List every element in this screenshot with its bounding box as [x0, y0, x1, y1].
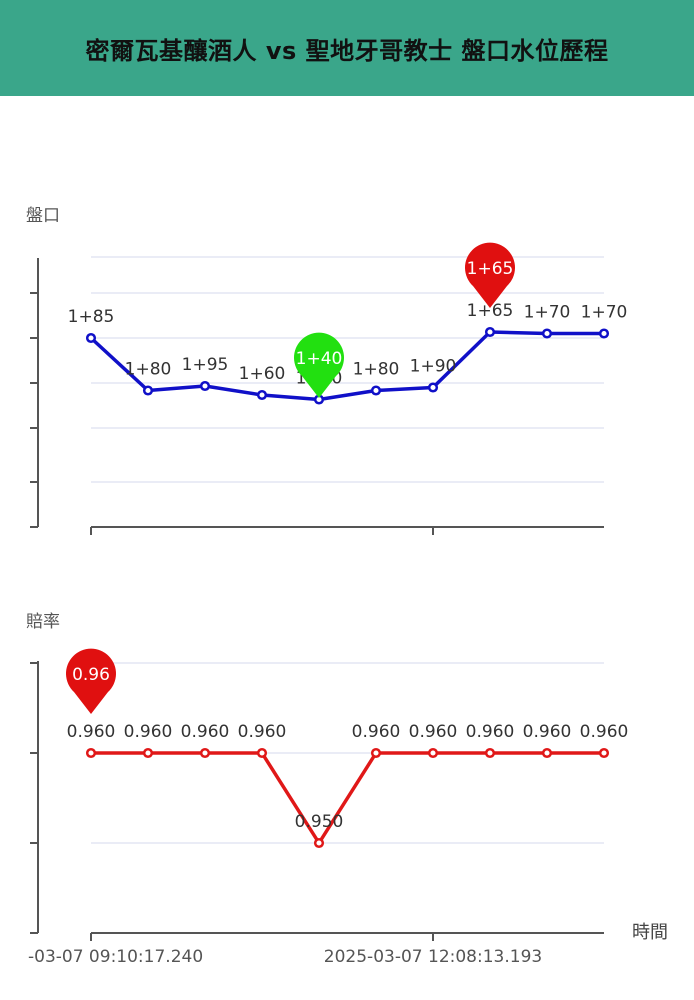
odds-chart: 賠率 0.960 0.960 0.960 0.960 0.950 0.960 0.960 0.9… — [26, 612, 668, 967]
max-marker-pin — [66, 648, 116, 714]
max-marker-label: 1+65 — [467, 259, 514, 279]
y-axis-label: 賠率 — [26, 612, 60, 632]
min-marker-label: 1+40 — [296, 349, 343, 369]
data-point — [484, 747, 496, 759]
data-point — [427, 382, 439, 393]
x-tick-label: 2025-03-07 12:08:13.193 — [324, 947, 542, 967]
data-label: 1+80 — [125, 360, 172, 380]
y-axis-label: 盤口 — [26, 206, 60, 226]
data-label: 1+65 — [467, 301, 514, 321]
max-marker-label: 0.96 — [72, 665, 110, 685]
data-label: 0.960 — [466, 722, 515, 742]
x-axis-label: 時間 — [632, 922, 668, 943]
data-point — [484, 326, 496, 338]
data-label: 1+90 — [410, 357, 457, 377]
data-point — [256, 389, 268, 401]
data-label: 0.960 — [124, 722, 173, 742]
data-point — [142, 385, 154, 396]
data-label: 0.960 — [580, 722, 629, 742]
data-point — [313, 837, 325, 849]
data-point — [427, 747, 439, 759]
data-label: 1+95 — [182, 355, 229, 375]
data-point — [199, 380, 211, 392]
data-point — [142, 747, 154, 759]
page-title: 密爾瓦基釀酒人 vs 聖地牙哥教士 盤口水位歷程 — [85, 36, 609, 65]
data-point — [370, 747, 382, 759]
data-label: 1+85 — [68, 307, 115, 327]
data-point — [598, 747, 610, 759]
data-label: 1+60 — [239, 364, 286, 384]
data-point — [598, 328, 610, 339]
page-header: 密爾瓦基釀酒人 vs 聖地牙哥教士 盤口水位歷程 — [0, 0, 694, 96]
data-label: 1+80 — [353, 360, 400, 380]
handicap-chart: 盤口 1+85 1+80 1+95 1+60 1+40 1+80 1+90 1+65 1+70 1+… — [26, 206, 627, 535]
data-label: 0.960 — [409, 722, 458, 742]
max-marker-pin — [464, 242, 515, 308]
x-tick-label: -03-07 09:10:17.240 — [28, 947, 203, 967]
data-label: 0.960 — [238, 722, 287, 742]
min-marker-pin — [294, 332, 345, 398]
data-point — [370, 385, 382, 396]
data-point — [85, 332, 97, 344]
data-label: 0.960 — [352, 722, 401, 742]
data-point — [85, 747, 97, 759]
data-label: 0.960 — [181, 722, 230, 742]
series-line — [89, 330, 604, 402]
data-point — [199, 747, 211, 759]
data-point — [541, 747, 553, 759]
data-label: 0.960 — [523, 722, 572, 742]
series-line — [91, 751, 604, 845]
data-point — [541, 328, 553, 339]
data-label: 1+70 — [524, 303, 571, 323]
data-label: 0.960 — [67, 722, 116, 742]
data-point — [256, 747, 268, 759]
data-label: 1+70 — [581, 303, 628, 323]
data-label: 0.950 — [295, 812, 344, 832]
